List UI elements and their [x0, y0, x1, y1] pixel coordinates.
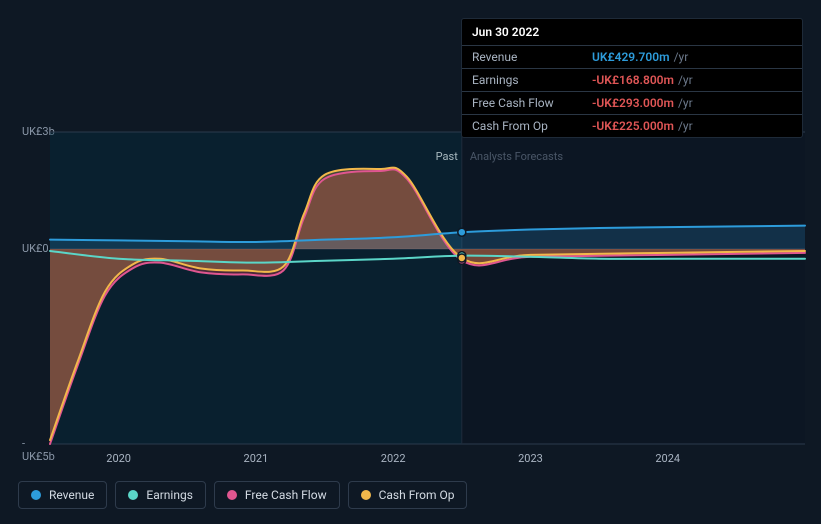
- legend-item-free-cash-flow[interactable]: Free Cash Flow: [214, 481, 340, 509]
- x-axis-label: 2022: [381, 452, 406, 465]
- legend-label: Cash From Op: [379, 488, 455, 502]
- legend-dot: [361, 490, 371, 500]
- legend-label: Revenue: [49, 488, 94, 502]
- y-axis-label: UK£3b: [0, 125, 48, 138]
- legend-item-revenue[interactable]: Revenue: [18, 481, 107, 509]
- tooltip-row-unit: /yr: [674, 50, 689, 64]
- tooltip-row-unit: /yr: [678, 73, 693, 87]
- tooltip-row-unit: /yr: [678, 96, 693, 110]
- chart-tooltip: Jun 30 2022 RevenueUK£429.700m/yrEarning…: [461, 18, 803, 138]
- tooltip-row-label: Revenue: [472, 50, 592, 64]
- tooltip-row: RevenueUK£429.700m/yr: [462, 45, 802, 68]
- x-axis-label: 2020: [106, 452, 131, 465]
- tooltip-row-label: Cash From Op: [472, 119, 592, 133]
- tooltip-row-value: UK£429.700m: [592, 50, 670, 64]
- legend-dot: [128, 490, 138, 500]
- y-axis-label: UK£0: [0, 242, 48, 255]
- x-axis-label: 2023: [518, 452, 543, 465]
- tooltip-row-label: Earnings: [472, 73, 592, 87]
- legend-dot: [227, 490, 237, 500]
- chart-svg: [50, 132, 805, 444]
- legend-label: Earnings: [146, 488, 193, 502]
- y-axis-label: -UK£5b: [0, 437, 48, 463]
- legend-item-earnings[interactable]: Earnings: [115, 481, 206, 509]
- tooltip-row: Cash From Op-UK£225.000m/yr: [462, 114, 802, 137]
- x-axis-label: 2024: [655, 452, 680, 465]
- tooltip-row-value: -UK£293.000m: [592, 96, 674, 110]
- legend-label: Free Cash Flow: [245, 488, 327, 502]
- tooltip-row-label: Free Cash Flow: [472, 96, 592, 110]
- tooltip-row: Earnings-UK£168.800m/yr: [462, 68, 802, 91]
- tooltip-row-value: -UK£168.800m: [592, 73, 674, 87]
- tooltip-row-unit: /yr: [678, 119, 693, 133]
- plot-area[interactable]: [50, 132, 805, 444]
- financials-forecast-chart: Jun 30 2022 RevenueUK£429.700m/yrEarning…: [0, 0, 821, 524]
- tooltip-row: Free Cash Flow-UK£293.000m/yr: [462, 91, 802, 114]
- tooltip-date: Jun 30 2022: [462, 19, 802, 45]
- legend-item-cash-from-op[interactable]: Cash From Op: [348, 481, 468, 509]
- legend: Revenue Earnings Free Cash Flow Cash From O…: [18, 481, 467, 509]
- legend-dot: [31, 490, 41, 500]
- tooltip-row-value: -UK£225.000m: [592, 119, 674, 133]
- x-axis-label: 2021: [244, 452, 269, 465]
